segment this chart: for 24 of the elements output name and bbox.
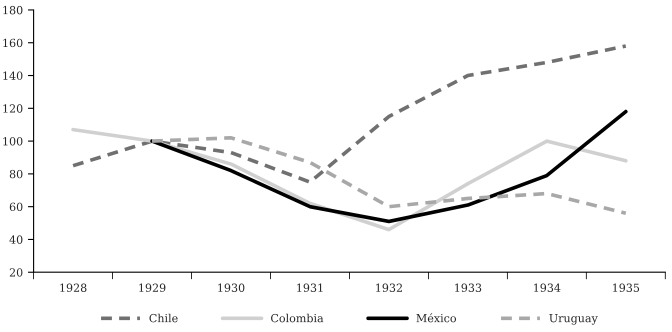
line-series xyxy=(71,44,628,184)
y-tick-label: 60 xyxy=(10,202,22,212)
y-tick-label: 80 xyxy=(10,170,22,178)
y-tick-label: 20 xyxy=(10,268,22,277)
line-series xyxy=(150,110,628,224)
y-tick-label: 120 xyxy=(3,104,22,113)
legend-label: Colombia xyxy=(271,314,324,322)
y-tick-label: 140 xyxy=(3,72,22,80)
x-tick-label: 1930 xyxy=(218,284,244,292)
x-tick-label: 1929 xyxy=(139,284,166,292)
line-series xyxy=(150,136,628,216)
x-tick-label: 1934 xyxy=(534,284,560,292)
x-tick-label: 1935 xyxy=(613,284,640,292)
legend-label: Chile xyxy=(149,314,178,322)
y-tick-label: 100 xyxy=(3,137,22,146)
y-tick-label: 40 xyxy=(9,235,22,244)
x-tick-label: 1928 xyxy=(60,284,86,292)
x-tick-label: 1931 xyxy=(297,284,323,292)
y-tick-label: 180 xyxy=(3,6,22,14)
legend-label: Uruguay xyxy=(549,314,598,325)
y-tick-label: 160 xyxy=(3,38,22,48)
x-tick-label: 1933 xyxy=(455,284,482,292)
legend-label: México xyxy=(416,313,456,322)
x-tick-label: 1932 xyxy=(376,284,402,292)
